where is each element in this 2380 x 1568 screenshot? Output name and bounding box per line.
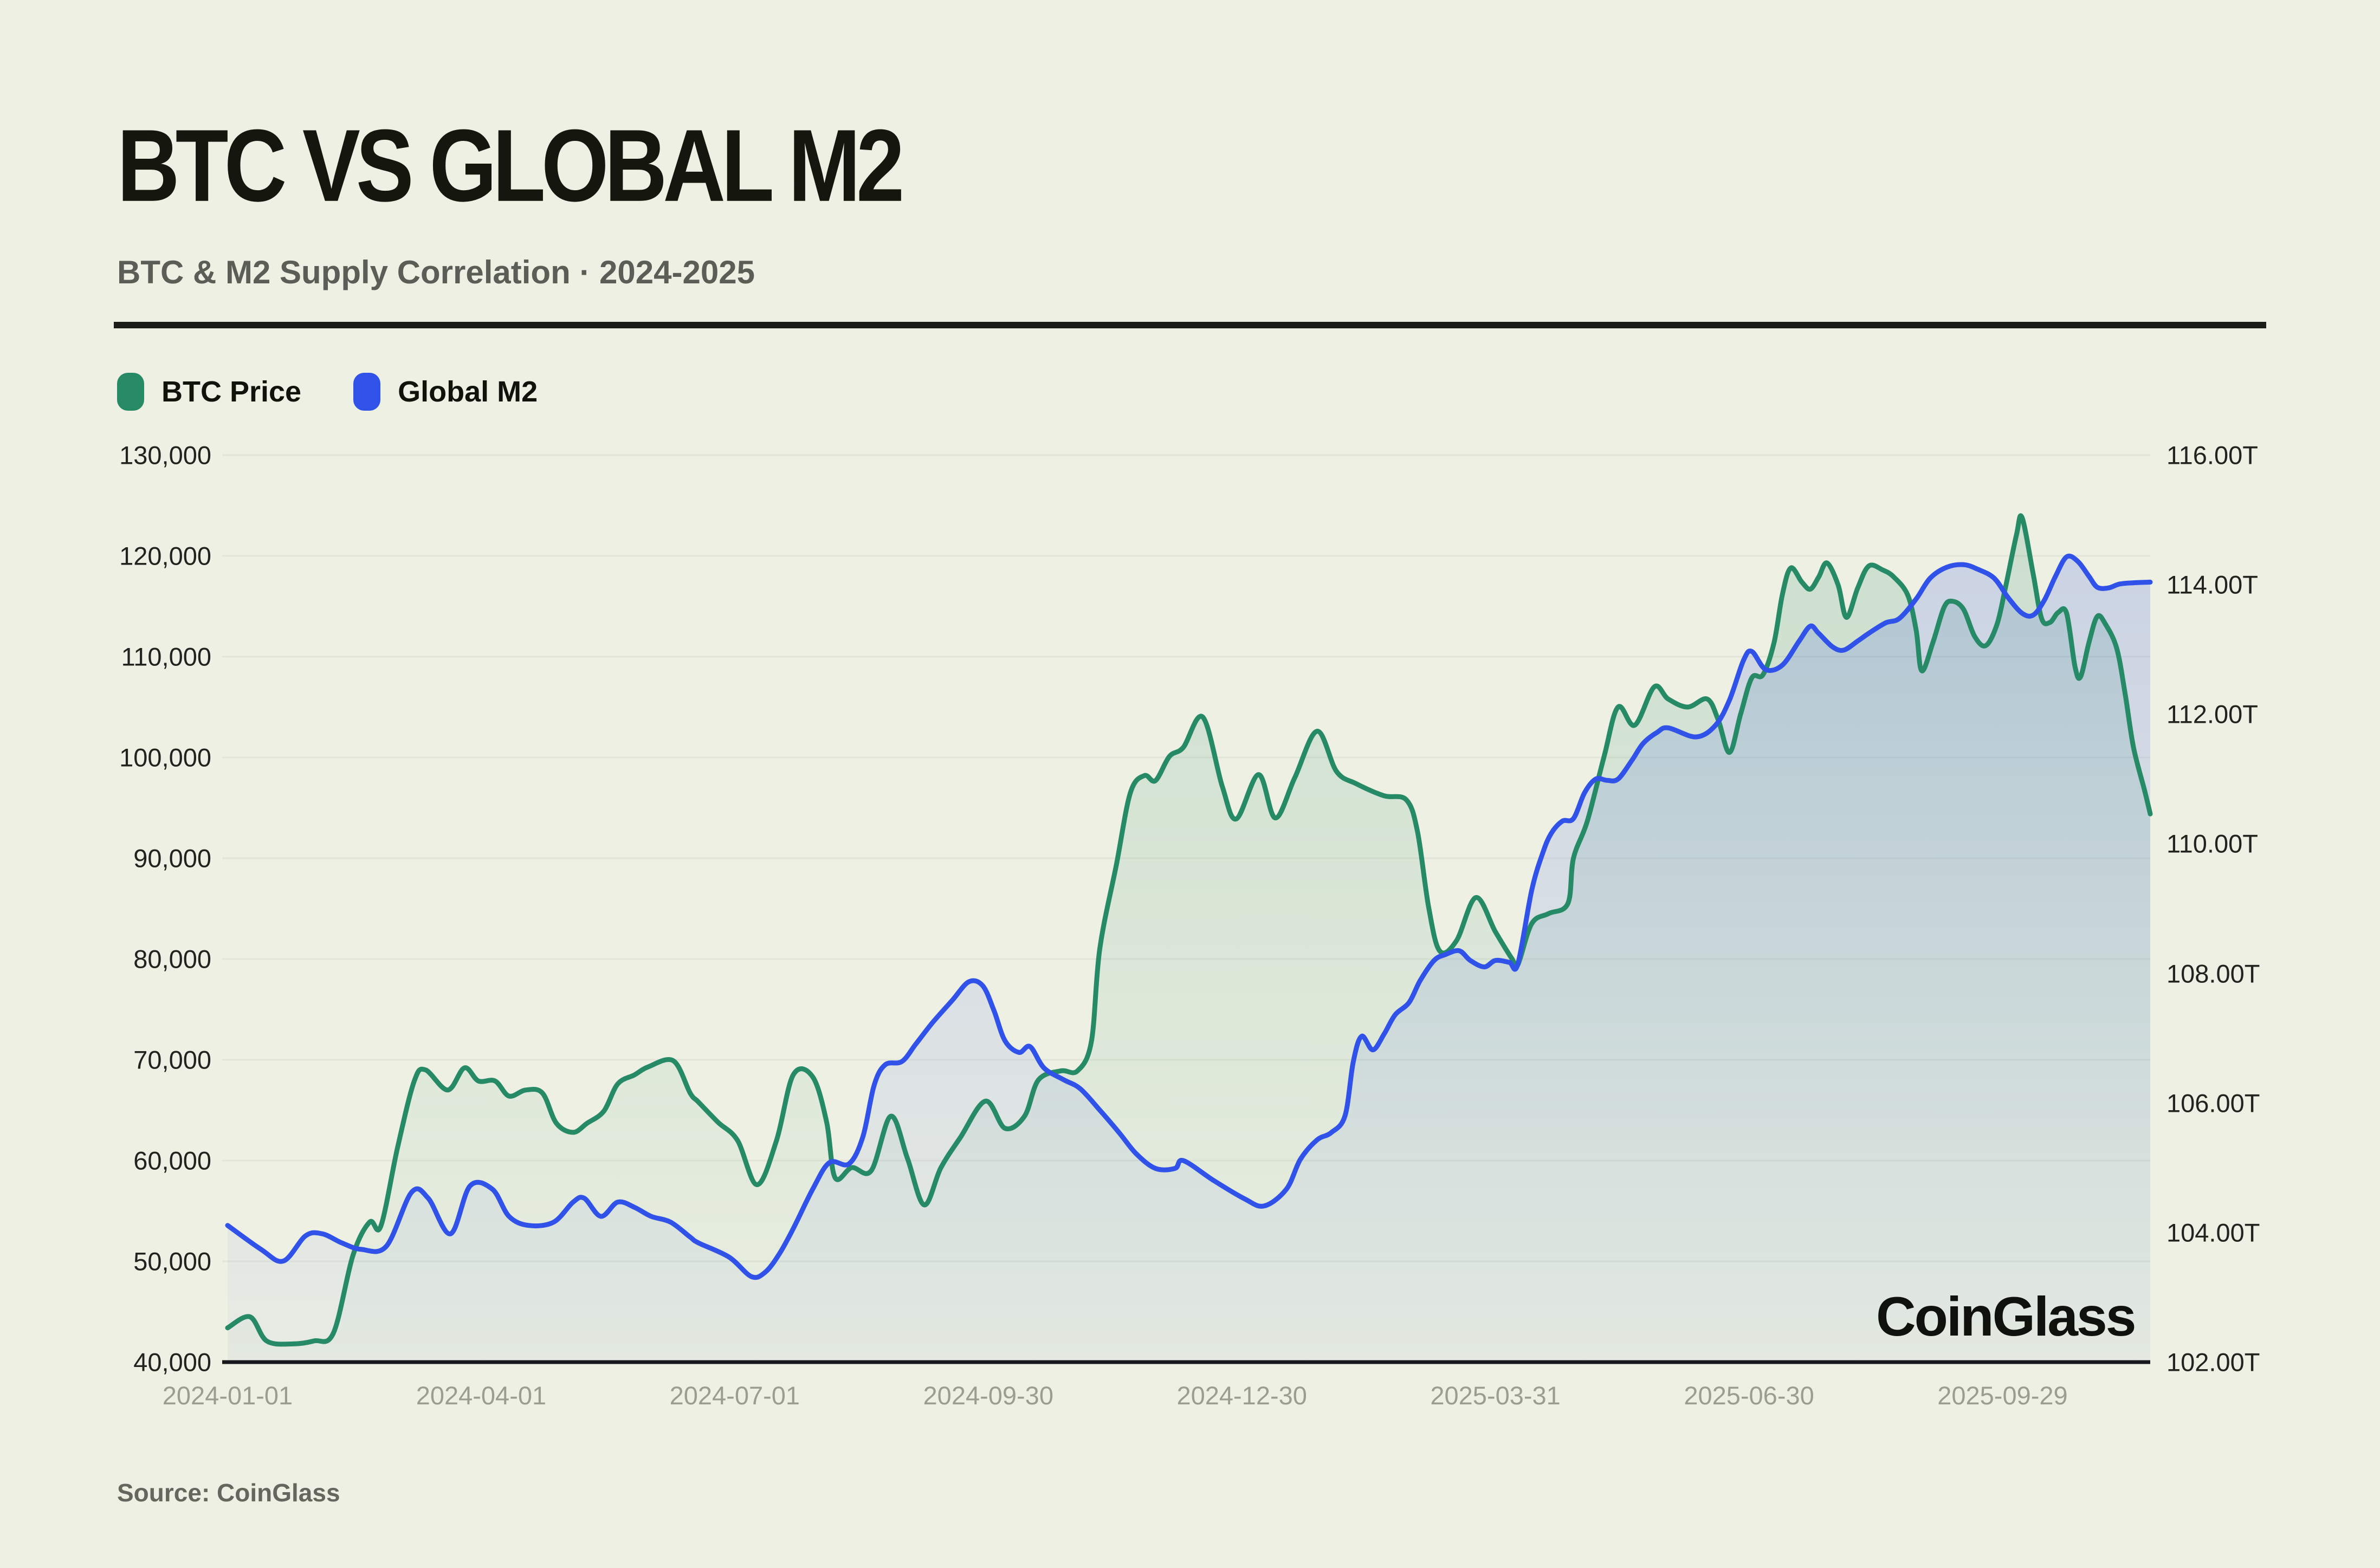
y-axis-right-tick: 108.00T <box>2166 959 2260 988</box>
y-axis-left-tick: 120,000 <box>119 541 211 571</box>
x-axis-tick: 2024-12-30 <box>1176 1381 1307 1410</box>
coinglass-watermark: CoinGlass <box>1876 1286 2136 1347</box>
x-axis-tick: 2024-09-30 <box>923 1381 1053 1410</box>
y-axis-left-tick: 50,000 <box>133 1247 211 1276</box>
header-divider <box>114 322 2266 328</box>
btc-price-line <box>225 513 2153 1347</box>
y-axis-left-tick: 100,000 <box>119 743 211 772</box>
y-axis-left-tick: 70,000 <box>133 1045 211 1074</box>
legend-item-m2: Global M2 <box>353 373 538 411</box>
y-axis-right-tick: 114.00T <box>2166 570 2258 599</box>
chart-legend: BTC Price Global M2 <box>117 373 538 411</box>
x-axis-tick: 2024-04-01 <box>416 1381 547 1410</box>
y-axis-left-tick: 80,000 <box>133 944 211 974</box>
y-axis-right-tick: 106.00T <box>2166 1088 2260 1118</box>
x-axis-tick: 2024-07-01 <box>669 1381 800 1410</box>
y-axis-right-tick: 104.00T <box>2166 1218 2260 1247</box>
y-axis-right-tick: 116.00T <box>2166 440 2258 470</box>
x-axis-tick: 2025-09-29 <box>1937 1381 2068 1410</box>
global-m2-line <box>225 553 2153 1280</box>
page-title: BTC VS GLOBAL M2 <box>117 108 904 223</box>
y-axis-right-tick: 102.00T <box>2166 1347 2260 1377</box>
source-note: Source: CoinGlass <box>117 1479 340 1507</box>
m2-legend-swatch-icon <box>353 373 381 411</box>
legend-item-btc: BTC Price <box>117 373 301 411</box>
y-axis-left-tick: 40,000 <box>133 1347 211 1377</box>
y-axis-right-tick: 110.00T <box>2166 829 2258 858</box>
y-axis-right-tick: 112.00T <box>2166 699 2258 729</box>
y-axis-left-tick: 90,000 <box>133 844 211 873</box>
page-subtitle: BTC & M2 Supply Correlation · 2024-2025 <box>117 254 755 290</box>
m2-area-fill <box>228 556 2150 1362</box>
legend-label-m2: Global M2 <box>398 375 538 408</box>
x-axis-tick: 2025-03-31 <box>1430 1381 1561 1410</box>
btc-legend-swatch-icon <box>117 373 144 411</box>
y-axis-left-tick: 130,000 <box>119 440 211 470</box>
y-axis-left-tick: 110,000 <box>121 642 211 671</box>
x-axis-tick: 2025-06-30 <box>1684 1381 1814 1410</box>
legend-label-btc: BTC Price <box>161 375 302 408</box>
y-axis-left-tick: 60,000 <box>133 1146 211 1175</box>
x-axis-tick: 2024-01-01 <box>162 1381 293 1410</box>
